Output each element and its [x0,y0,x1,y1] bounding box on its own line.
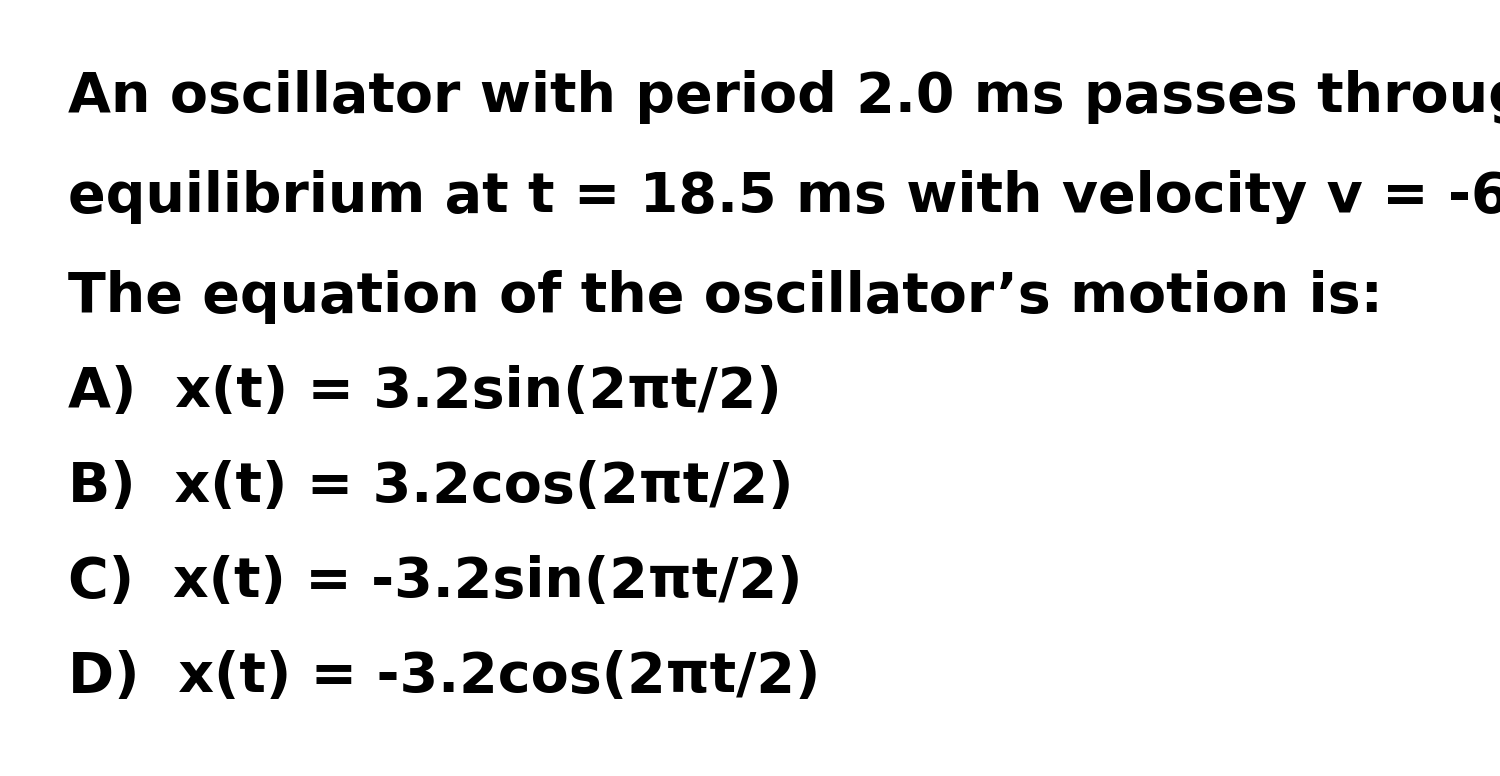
Text: A)  x(t) = 3.2sin(2πt/2): A) x(t) = 3.2sin(2πt/2) [68,365,782,419]
Text: C)  x(t) = -3.2sin(2πt/2): C) x(t) = -3.2sin(2πt/2) [68,555,803,609]
Text: An oscillator with period 2.0 ms passes through: An oscillator with period 2.0 ms passes … [68,70,1500,124]
Text: B)  x(t) = 3.2cos(2πt/2): B) x(t) = 3.2cos(2πt/2) [68,460,794,514]
Text: equilibrium at t = 18.5 ms with velocity v = -6.4 m/s.: equilibrium at t = 18.5 ms with velocity… [68,170,1500,224]
Text: D)  x(t) = -3.2cos(2πt/2): D) x(t) = -3.2cos(2πt/2) [68,650,820,704]
Text: The equation of the oscillator’s motion is:: The equation of the oscillator’s motion … [68,270,1383,324]
